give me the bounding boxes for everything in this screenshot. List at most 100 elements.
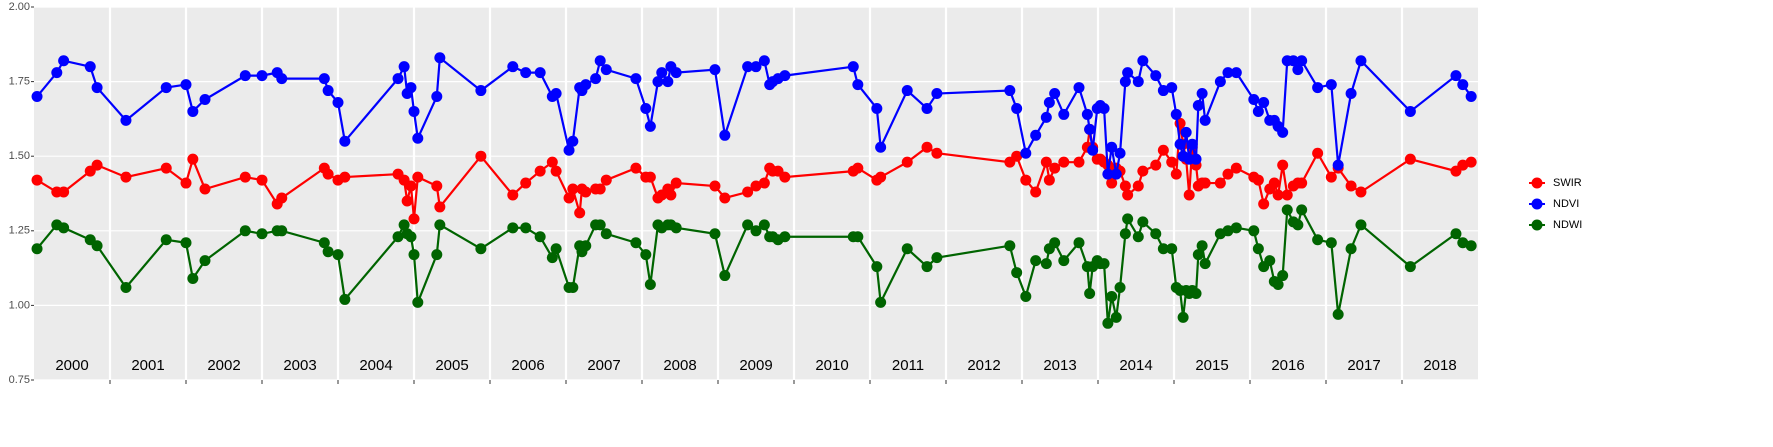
data-point bbox=[1166, 156, 1178, 168]
data-point bbox=[1106, 177, 1118, 189]
data-point bbox=[91, 159, 103, 171]
data-point bbox=[1114, 147, 1126, 159]
data-point bbox=[1132, 76, 1144, 88]
data-point bbox=[276, 192, 288, 204]
data-point bbox=[339, 171, 351, 183]
data-point bbox=[1355, 55, 1367, 67]
data-point bbox=[1098, 258, 1110, 270]
data-point bbox=[180, 177, 192, 189]
data-point bbox=[1004, 240, 1016, 252]
data-point bbox=[1258, 198, 1270, 210]
data-point bbox=[1166, 243, 1178, 255]
data-point bbox=[1122, 67, 1134, 79]
data-point bbox=[574, 207, 586, 219]
data-point bbox=[709, 180, 721, 192]
data-point bbox=[1292, 64, 1304, 76]
data-point bbox=[1272, 279, 1284, 291]
data-point bbox=[1020, 147, 1032, 159]
data-point bbox=[1222, 168, 1234, 180]
data-point bbox=[1272, 189, 1284, 201]
data-point bbox=[644, 120, 656, 132]
legend-label: SWIR bbox=[1553, 177, 1582, 189]
data-point bbox=[758, 219, 770, 231]
data-point bbox=[1199, 114, 1211, 126]
data-point bbox=[1084, 287, 1096, 299]
data-point bbox=[187, 105, 199, 117]
data-point bbox=[256, 228, 268, 240]
data-point bbox=[1277, 159, 1289, 171]
data-point bbox=[276, 73, 288, 85]
data-point bbox=[719, 270, 731, 282]
data-point bbox=[779, 70, 791, 82]
data-point bbox=[1264, 255, 1276, 267]
data-point bbox=[1465, 240, 1477, 252]
data-point bbox=[630, 162, 642, 174]
data-point bbox=[434, 219, 446, 231]
data-point bbox=[1281, 204, 1293, 216]
data-point bbox=[1030, 129, 1042, 141]
data-point bbox=[84, 61, 96, 73]
data-point bbox=[1325, 79, 1337, 91]
data-point bbox=[1192, 99, 1204, 111]
data-point bbox=[180, 79, 192, 91]
data-point bbox=[405, 180, 417, 192]
year-label: 2006 bbox=[511, 357, 544, 374]
data-point bbox=[1049, 237, 1061, 249]
data-point bbox=[1073, 156, 1085, 168]
data-point bbox=[1268, 177, 1280, 189]
data-point bbox=[1087, 144, 1099, 156]
data-point bbox=[1058, 156, 1070, 168]
data-point bbox=[160, 162, 172, 174]
data-point bbox=[431, 91, 443, 103]
y-tick-label: 1.75 bbox=[9, 76, 30, 88]
data-point bbox=[640, 102, 652, 114]
year-label: 2016 bbox=[1271, 357, 1304, 374]
data-point bbox=[1122, 213, 1134, 225]
data-point bbox=[187, 153, 199, 165]
data-point bbox=[1137, 216, 1149, 228]
data-point bbox=[1287, 55, 1299, 67]
data-point bbox=[1404, 153, 1416, 165]
data-point bbox=[852, 162, 864, 174]
year-label: 2015 bbox=[1195, 357, 1228, 374]
data-point bbox=[652, 76, 664, 88]
data-point bbox=[921, 102, 933, 114]
data-point bbox=[1252, 105, 1264, 117]
data-point bbox=[1119, 180, 1131, 192]
data-point bbox=[520, 177, 532, 189]
year-label: 2002 bbox=[207, 357, 240, 374]
data-point bbox=[1011, 150, 1023, 162]
data-point bbox=[1325, 237, 1337, 249]
data-point bbox=[901, 85, 913, 97]
data-point bbox=[563, 192, 575, 204]
data-point bbox=[644, 279, 656, 291]
data-point bbox=[1450, 70, 1462, 82]
data-point bbox=[1058, 255, 1070, 267]
data-point bbox=[322, 168, 334, 180]
year-label: 2001 bbox=[131, 357, 164, 374]
data-point bbox=[779, 231, 791, 243]
data-point bbox=[91, 240, 103, 252]
data-point bbox=[758, 55, 770, 67]
data-point bbox=[507, 222, 519, 234]
data-point bbox=[546, 156, 558, 168]
data-point bbox=[670, 222, 682, 234]
data-point bbox=[339, 293, 351, 305]
data-point bbox=[408, 249, 420, 261]
data-point bbox=[742, 61, 754, 73]
data-point bbox=[1190, 153, 1202, 165]
year-label: 2017 bbox=[1347, 357, 1380, 374]
data-point bbox=[742, 219, 754, 231]
data-point bbox=[1296, 177, 1308, 189]
data-point bbox=[1150, 70, 1162, 82]
data-point bbox=[475, 85, 487, 97]
data-point bbox=[405, 231, 417, 243]
data-point bbox=[921, 261, 933, 273]
data-point bbox=[1292, 219, 1304, 231]
data-point bbox=[871, 261, 883, 273]
year-label: 2003 bbox=[283, 357, 316, 374]
data-point bbox=[852, 79, 864, 91]
data-point bbox=[640, 249, 652, 261]
year-label: 2012 bbox=[967, 357, 1000, 374]
data-point bbox=[51, 67, 63, 79]
